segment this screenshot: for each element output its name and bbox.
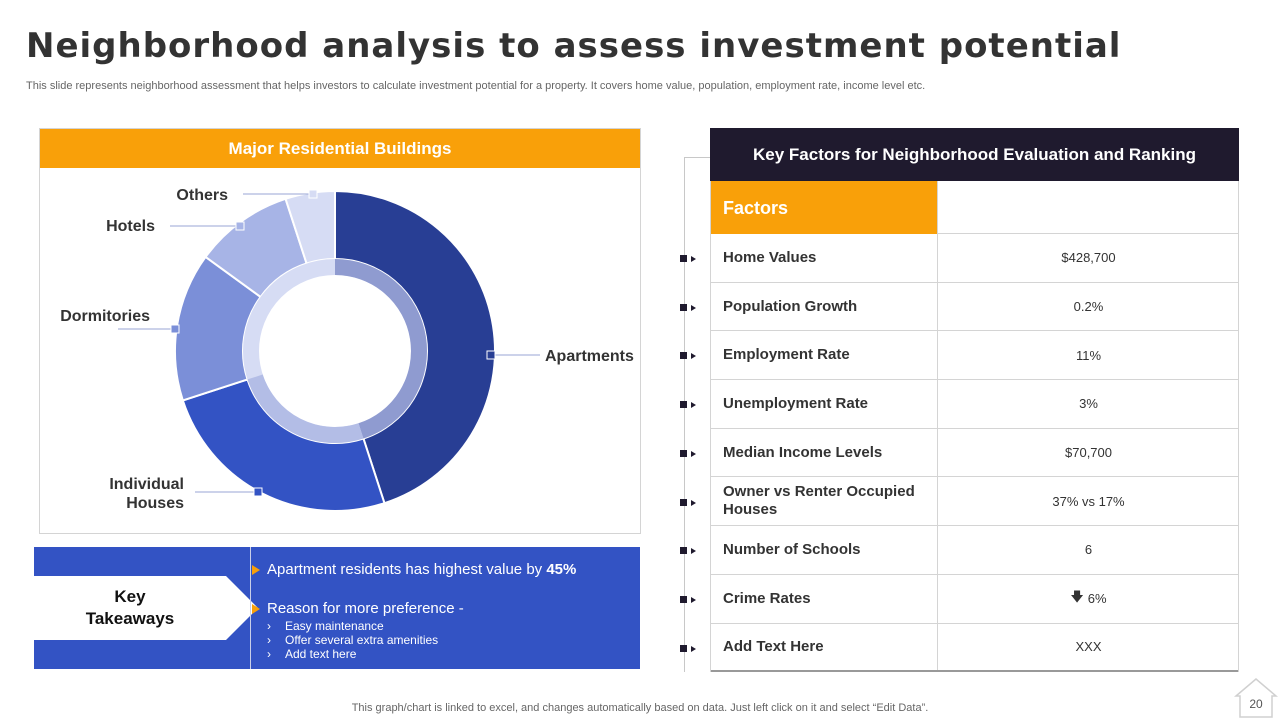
factor-cell: Median Income Levels	[723, 443, 883, 461]
slice-label: Individual	[109, 476, 184, 493]
chevron-right-icon: ›	[267, 619, 271, 633]
table-row: Owner vs Renter Occupied Houses 37% vs 17…	[711, 477, 1239, 527]
factors-table: Key Factors for Neighborhood Evaluation …	[710, 128, 1239, 673]
callout-marker	[486, 350, 496, 360]
factor-cell: Number of Schools	[723, 540, 861, 558]
factor-cell: Unemployment Rate	[723, 394, 869, 412]
value-text: 3%	[1079, 396, 1098, 412]
table-row: Number of Schools 6	[711, 526, 1238, 575]
row-bullet-icon	[680, 546, 696, 556]
value-cell: 🡇 6%	[937, 574, 1239, 623]
callout-marker	[253, 487, 263, 497]
page-subtitle: This slide represents neighborhood asses…	[26, 80, 926, 92]
orange-arrow-icon	[252, 604, 260, 614]
donut-chart[interactable]: Apartments Individual Houses Dormitories Hot…	[40, 129, 642, 535]
factor-cell: Population Growth	[723, 297, 858, 315]
slice-label: Houses	[126, 495, 184, 512]
takeaway-sub-item: › Add text here	[267, 647, 356, 661]
value-cell: 6	[937, 526, 1239, 574]
takeaway-sub-item-text: Easy maintenance	[285, 619, 384, 633]
chevron-right-icon: ›	[267, 633, 271, 647]
slice-label: Apartments	[545, 348, 634, 365]
home-icon[interactable]	[1234, 676, 1278, 718]
table-header-row: Factors	[711, 181, 1238, 234]
table-row: Add Text Here XXX	[711, 623, 1239, 673]
factor-cell: Add Text Here	[723, 637, 824, 655]
col-header-value	[937, 181, 1239, 233]
takeaway-line-1-highlight: 45%	[546, 561, 577, 578]
inner-ring-segment	[247, 374, 364, 443]
inner-ring-highlight	[334, 259, 427, 439]
row-bullet-icon	[680, 351, 696, 361]
table-row: Median Income Levels $70,700	[711, 428, 1239, 478]
value-cell: 37% vs 17%	[937, 477, 1239, 526]
col-header-factors: Factors	[711, 181, 937, 234]
factor-cell: Employment Rate	[723, 346, 850, 364]
page-number: 20	[1249, 697, 1263, 711]
chart-panel: Major Residential Buildings Apartments In…	[39, 128, 641, 534]
orange-arrow-icon	[252, 565, 260, 575]
key-takeaways-tag-line1: Key	[114, 587, 146, 606]
table-row: Home Values $428,700	[711, 234, 1238, 283]
table-row: Crime Rates 🡇 6%	[711, 574, 1239, 624]
chevron-right-icon: ›	[267, 647, 271, 661]
table-row: Unemployment Rate 3%	[711, 380, 1238, 429]
takeaway-line-1: Apartment residents has highest value by…	[267, 561, 576, 578]
value-text: 37% vs 17%	[1052, 493, 1125, 509]
donut-slice-individual-houses[interactable]	[181, 378, 386, 512]
row-bullet-icon	[680, 644, 696, 654]
row-bullet-icon	[680, 595, 696, 605]
takeaway-sub-item: › Easy maintenance	[267, 619, 384, 633]
factor-cell: Home Values	[723, 248, 817, 266]
key-takeaways-tag: Key Takeaways	[34, 576, 226, 640]
slice-label: Others	[176, 187, 228, 204]
table-bracket-top	[684, 157, 710, 158]
key-takeaways-tag-line2: Takeaways	[85, 609, 175, 628]
callout-marker	[235, 221, 245, 231]
value-text: 6	[1084, 542, 1093, 558]
value-text: $428,700	[1061, 250, 1116, 266]
value-cell: 3%	[937, 380, 1239, 428]
value-cell: 11%	[937, 331, 1239, 380]
table-row: Population Growth 0.2%	[711, 282, 1239, 332]
factor-cell: Crime Rates	[723, 589, 811, 607]
value-text: $70,700	[1065, 445, 1112, 461]
takeaway-sub-item-text: Offer several extra amenities	[285, 633, 439, 647]
table-grid: Factors Home Values $428,700 Population Gr…	[710, 181, 1239, 673]
row-bullet-icon	[680, 303, 696, 313]
footnote: This graph/chart is linked to excel, and…	[351, 702, 929, 714]
value-text: 11%	[1075, 347, 1102, 363]
table-title: Key Factors for Neighborhood Evaluation …	[710, 128, 1239, 181]
row-bullet-icon	[680, 254, 696, 264]
value-cell: $428,700	[937, 234, 1239, 282]
slice-label: Dormitories	[60, 308, 150, 325]
value-text: XXX	[1075, 639, 1102, 655]
value-cell: XXX	[937, 623, 1239, 671]
row-bullet-icon	[680, 498, 696, 508]
takeaway-line-2: Reason for more preference -	[267, 600, 464, 617]
callout-marker	[308, 189, 318, 199]
page-title: Neighborhood analysis to assess investme…	[26, 26, 1122, 66]
takeaway-sub-item: › Offer several extra amenities	[267, 633, 438, 647]
takeaway-line-1-text: Apartment residents has highest value by	[267, 561, 547, 578]
divider	[250, 547, 251, 669]
value-text: 0.2%	[1073, 299, 1104, 315]
value-text: 6%	[1087, 591, 1107, 607]
table-bracket-line	[684, 157, 710, 672]
callout-marker	[170, 324, 180, 334]
row-bullet-icon	[680, 449, 696, 459]
key-takeaways-panel: Key Takeaways Apartment residents has hi…	[34, 547, 640, 669]
value-cell: 0.2%	[937, 282, 1239, 331]
down-arrow-icon: 🡇	[1070, 588, 1084, 604]
takeaway-sub-item-text: Add text here	[285, 647, 357, 661]
slice-label: Hotels	[106, 218, 155, 235]
table-row: Employment Rate 11%	[711, 331, 1239, 381]
factor-cell: Owner vs Renter Occupied Houses	[723, 483, 915, 519]
chart-panel-header: Major Residential Buildings	[40, 129, 640, 168]
row-bullet-icon	[680, 400, 696, 410]
value-cell: $70,700	[937, 428, 1239, 477]
